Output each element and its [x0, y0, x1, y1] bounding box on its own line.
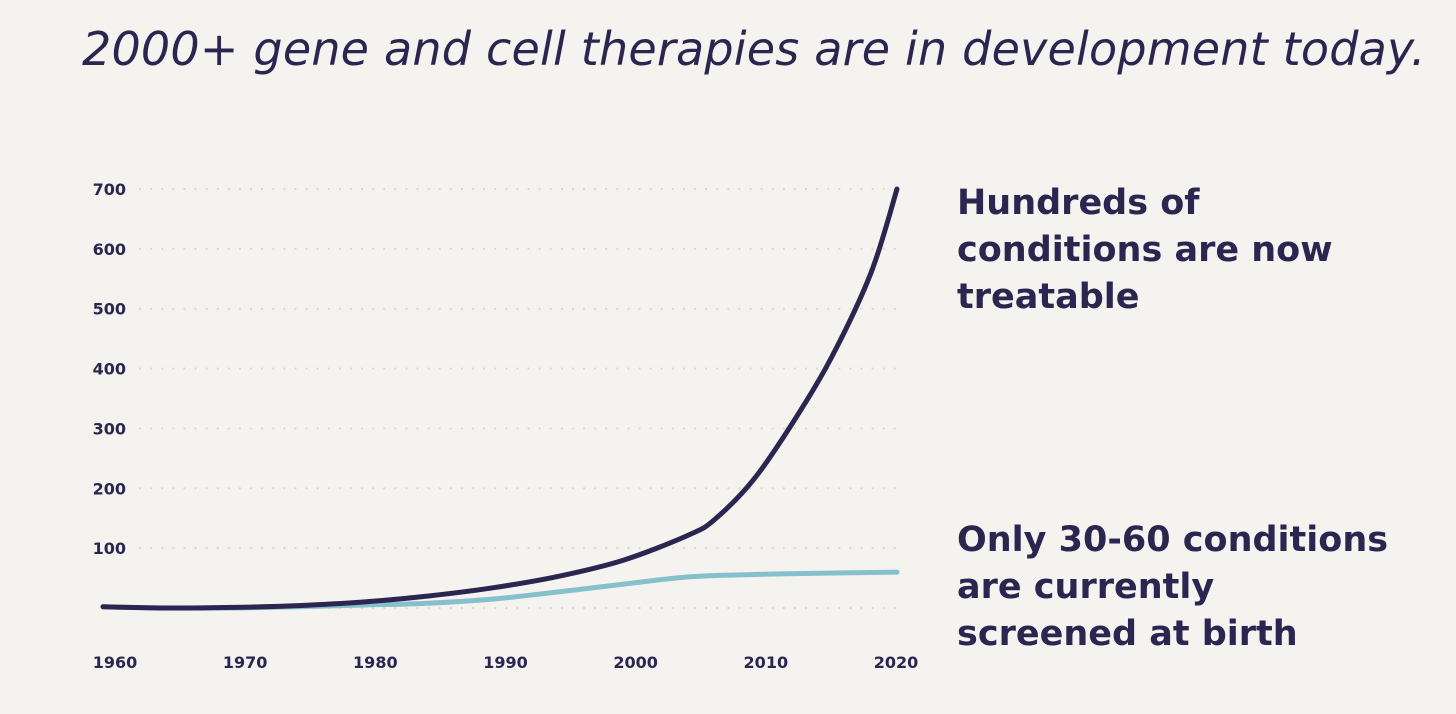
treatable-annotation-line: Hundreds of	[957, 183, 1200, 223]
y-axis-ticks: 100 200 300 400 500 600 700	[93, 180, 126, 558]
x-tick-label: 1990	[483, 653, 528, 672]
y-tick-label: 100	[93, 539, 126, 558]
treatable-series-line	[100, 186, 900, 611]
x-tick-label: 1960	[93, 653, 138, 672]
screened-annotation: Only 30-60 conditions are currently scre…	[957, 517, 1388, 658]
screened-annotation-line: are currently	[957, 567, 1215, 607]
treatable-annotation: Hundreds of conditions are now treatable	[957, 180, 1333, 321]
treatable-annotation-line: treatable	[957, 277, 1140, 317]
screened-series-line	[100, 569, 900, 611]
y-tick-label: 400	[93, 360, 126, 379]
y-tick-label: 500	[93, 300, 126, 319]
x-tick-label: 2020	[874, 653, 919, 672]
screened-annotation-line: screened at birth	[957, 614, 1298, 654]
y-tick-label: 600	[93, 240, 126, 259]
grid	[138, 187, 907, 610]
x-tick-label: 2000	[613, 653, 658, 672]
y-tick-label: 300	[93, 419, 126, 438]
x-axis-ticks: 1960 1970 1980 1990 2000 2010 2020	[93, 653, 919, 672]
treatable-annotation-line: conditions are now	[957, 230, 1333, 270]
x-tick-label: 1980	[353, 653, 398, 672]
x-tick-label: 1970	[223, 653, 268, 672]
chart-title: 2000+ gene and cell therapies are in dev…	[82, 22, 1426, 76]
y-tick-label: 700	[93, 180, 126, 199]
screened-annotation-line: Only 30-60 conditions	[957, 520, 1389, 560]
y-tick-label: 200	[93, 479, 126, 498]
x-tick-label: 2010	[744, 653, 789, 672]
series-lines	[100, 186, 900, 611]
